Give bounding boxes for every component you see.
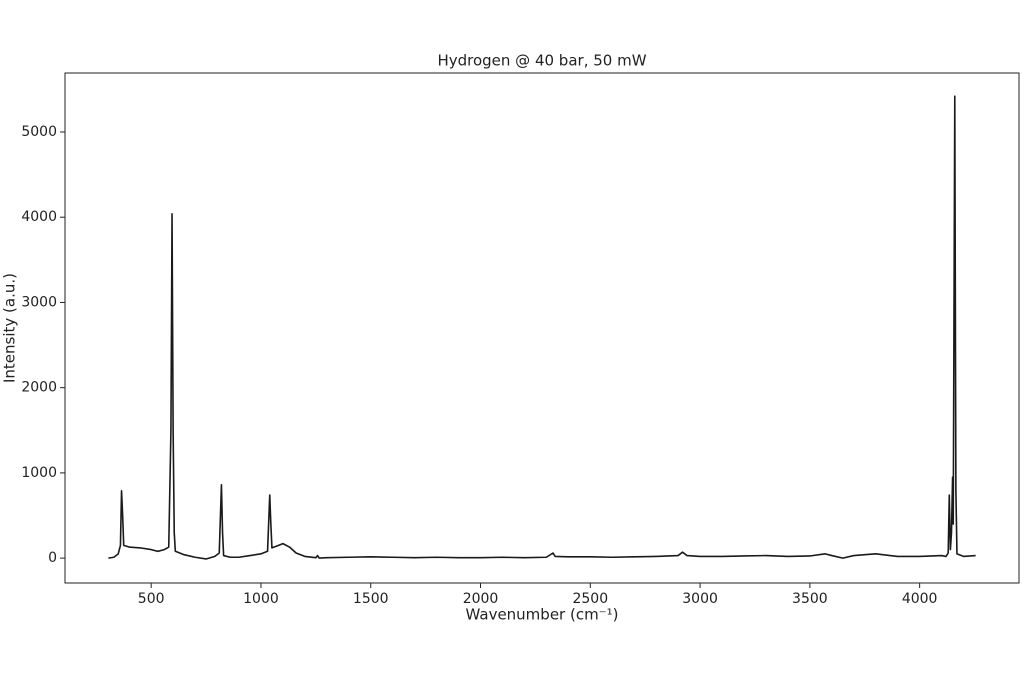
x-tick-label: 4000	[902, 591, 938, 607]
x-axis-label: Wavenumber (cm⁻¹)	[466, 606, 619, 624]
y-tick-label: 1000	[21, 465, 57, 481]
y-tick-label: 3000	[21, 294, 57, 310]
x-tick-label: 1000	[243, 591, 279, 607]
x-tick-label: 3000	[682, 591, 718, 607]
chart-title: Hydrogen @ 40 bar, 50 mW	[437, 52, 646, 70]
x-tick-label: 2500	[572, 591, 608, 607]
y-tick-label: 2000	[21, 380, 57, 396]
y-tick-label: 0	[48, 550, 57, 566]
x-tick-label: 3500	[792, 591, 828, 607]
plot-frame	[64, 72, 1020, 584]
x-tick-label: 1500	[353, 591, 389, 607]
y-axis-label: Intensity (a.u.)	[1, 273, 19, 383]
x-tick-label: 2000	[463, 591, 499, 607]
y-tick-label: 4000	[21, 209, 57, 225]
spectrum-line	[108, 95, 976, 560]
x-tick-label: 500	[138, 591, 165, 607]
y-tick-label: 5000	[21, 124, 57, 140]
